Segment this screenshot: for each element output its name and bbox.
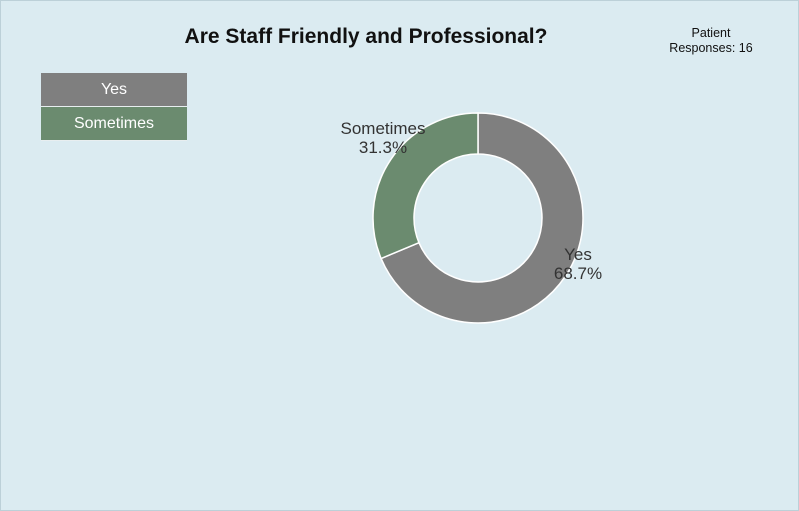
legend-item-sometimes[interactable]: Sometimes (41, 107, 187, 141)
patient-responses-annotation: Patient Responses: 16 (661, 26, 761, 56)
responses-line-2: Responses: 16 (669, 41, 753, 55)
chart-legend: Yes Sometimes (41, 73, 187, 141)
slice-value-yes: 68.7% (554, 264, 602, 283)
slice-label-sometimes: Sometimes (340, 119, 425, 138)
responses-line-1: Patient (691, 26, 731, 40)
donut-slice-sometimes[interactable] (372, 112, 479, 260)
donut-slice-yes[interactable] (380, 112, 584, 324)
slice-value-sometimes: 31.3% (359, 138, 407, 157)
slice-label-yes: Yes (564, 245, 592, 264)
legend-item-yes[interactable]: Yes (41, 73, 187, 107)
chart-title: Are Staff Friendly and Professional? (184, 25, 548, 48)
